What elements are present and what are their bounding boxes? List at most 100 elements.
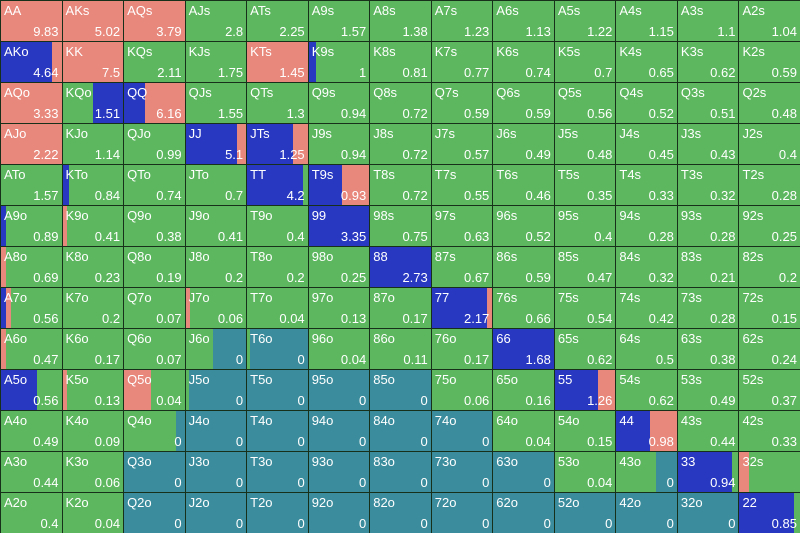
hand-value: 0.56 xyxy=(33,311,59,326)
hand-cell: KTo 0.84 xyxy=(61,164,125,206)
hand-value: 0 xyxy=(605,516,613,531)
action-segment xyxy=(308,329,370,369)
hand-cell: 98s 0.75 xyxy=(369,205,432,247)
hand-cell: 32o 0 xyxy=(676,492,740,533)
action-segment xyxy=(1,370,38,410)
hand-value: 0 xyxy=(482,475,490,490)
action-segment xyxy=(212,329,247,369)
hand-value: 0.41 xyxy=(217,229,244,244)
action-segment xyxy=(493,165,554,205)
hand-value: 1.57 xyxy=(33,188,59,203)
hand-value: 0 xyxy=(420,516,428,531)
action-segment xyxy=(5,247,62,287)
action-segment xyxy=(677,329,739,369)
hand-value: 0.04 xyxy=(587,475,613,490)
action-segment xyxy=(554,493,616,533)
hand-label: 52s xyxy=(742,372,764,387)
action-segment xyxy=(554,247,616,287)
hand-cell: 42s 0.33 xyxy=(738,410,800,452)
hand-cell: 73o 0 xyxy=(430,451,494,493)
hand-cell: 88 2.73 xyxy=(369,246,432,288)
hand-value: 0.77 xyxy=(463,65,490,80)
hand-cell: AQs 3.79 xyxy=(123,0,186,42)
hand-value: 1.04 xyxy=(771,24,797,39)
hand-cell: 76o 0.17 xyxy=(430,328,494,370)
action-segment xyxy=(370,83,431,123)
hand-value: 0.15 xyxy=(587,434,613,449)
hand-label: J6o xyxy=(188,331,210,346)
hand-cell: 65s 0.62 xyxy=(553,328,617,370)
hand-value: 0 xyxy=(235,434,244,449)
action-segment xyxy=(124,452,185,492)
hand-value: 0.33 xyxy=(771,434,797,449)
hand-cell: Q3s 0.51 xyxy=(676,82,740,124)
hand-cell: T4s 0.33 xyxy=(615,164,678,206)
hand-value: 0.46 xyxy=(525,188,551,203)
hand-value: 1.1 xyxy=(717,24,736,39)
hand-cell: A9s 1.57 xyxy=(307,0,371,42)
hand-label: Q7s xyxy=(434,85,459,100)
action-segment xyxy=(124,165,185,205)
hand-label: 62o xyxy=(496,495,518,510)
action-segment xyxy=(554,288,616,328)
hand-label: Q9o xyxy=(127,208,152,223)
hand-value: 0.7 xyxy=(225,188,244,203)
hand-label: K9s xyxy=(311,44,335,59)
hand-value: 0.94 xyxy=(340,147,367,162)
hand-value: 2.22 xyxy=(33,147,59,162)
hand-cell: K3o 0.06 xyxy=(61,451,125,493)
action-segment xyxy=(677,370,739,410)
hand-value: 1.38 xyxy=(402,24,428,39)
action-segment xyxy=(247,1,308,41)
action-segment xyxy=(748,452,800,492)
action-segment xyxy=(62,124,124,164)
action-segment xyxy=(554,206,616,246)
hand-label: J5s xyxy=(557,126,579,141)
hand-label: T3s xyxy=(680,167,703,182)
hand-cell: 74s 0.42 xyxy=(615,287,678,329)
hand-label: A7s xyxy=(434,3,458,18)
hand-cell: Q4o 0 xyxy=(123,410,186,452)
hand-value: 2.25 xyxy=(279,24,305,39)
hand-cell: TT 4.2 xyxy=(246,164,309,206)
action-segment xyxy=(341,165,370,205)
action-segment xyxy=(677,452,733,492)
action-segment xyxy=(5,206,62,246)
action-segment xyxy=(62,452,124,492)
hand-cell: JTo 0.7 xyxy=(184,164,248,206)
hand-value: 0 xyxy=(297,516,305,531)
hand-cell: AKo 4.64 xyxy=(0,41,63,83)
hand-value: 0.56 xyxy=(587,106,613,121)
action-segment xyxy=(62,288,124,328)
hand-label: 75o xyxy=(434,372,457,387)
hand-label: 72s xyxy=(742,290,764,305)
hand-cell: 95o 0 xyxy=(307,369,371,411)
hand-cell: KQo 1.51 xyxy=(61,82,125,124)
hand-cell: J5o 0 xyxy=(184,369,248,411)
hand-label: T4o xyxy=(250,413,273,428)
hand-label: K2o xyxy=(65,495,89,510)
hand-value: 0.04 xyxy=(156,393,182,408)
hand-value: 0.28 xyxy=(648,229,674,244)
hand-cell: T8s 0.72 xyxy=(369,164,432,206)
hand-cell: T5o 0 xyxy=(246,369,309,411)
action-segment xyxy=(10,288,62,328)
hand-label: J7o xyxy=(188,290,210,305)
hand-value: 1.3 xyxy=(286,106,305,121)
hand-value: 0.4 xyxy=(594,229,613,244)
hand-value: 2.17 xyxy=(463,311,490,326)
hand-cell: T9s 0.93 xyxy=(307,164,371,206)
hand-label: K8s xyxy=(373,44,396,59)
hand-label: 88 xyxy=(373,249,388,264)
action-segment xyxy=(185,124,238,164)
hand-label: T8o xyxy=(250,249,273,264)
hand-cell: 85o 0 xyxy=(369,369,432,411)
hand-label: 43o xyxy=(619,454,642,469)
hand-value: 0.99 xyxy=(156,147,182,162)
hand-label: JTo xyxy=(188,167,209,182)
action-segment xyxy=(37,370,62,410)
hand-label: J6s xyxy=(496,126,517,141)
hand-label: AQo xyxy=(4,85,31,100)
hand-value: 0.59 xyxy=(525,270,551,285)
hand-value: 0 xyxy=(235,352,244,367)
